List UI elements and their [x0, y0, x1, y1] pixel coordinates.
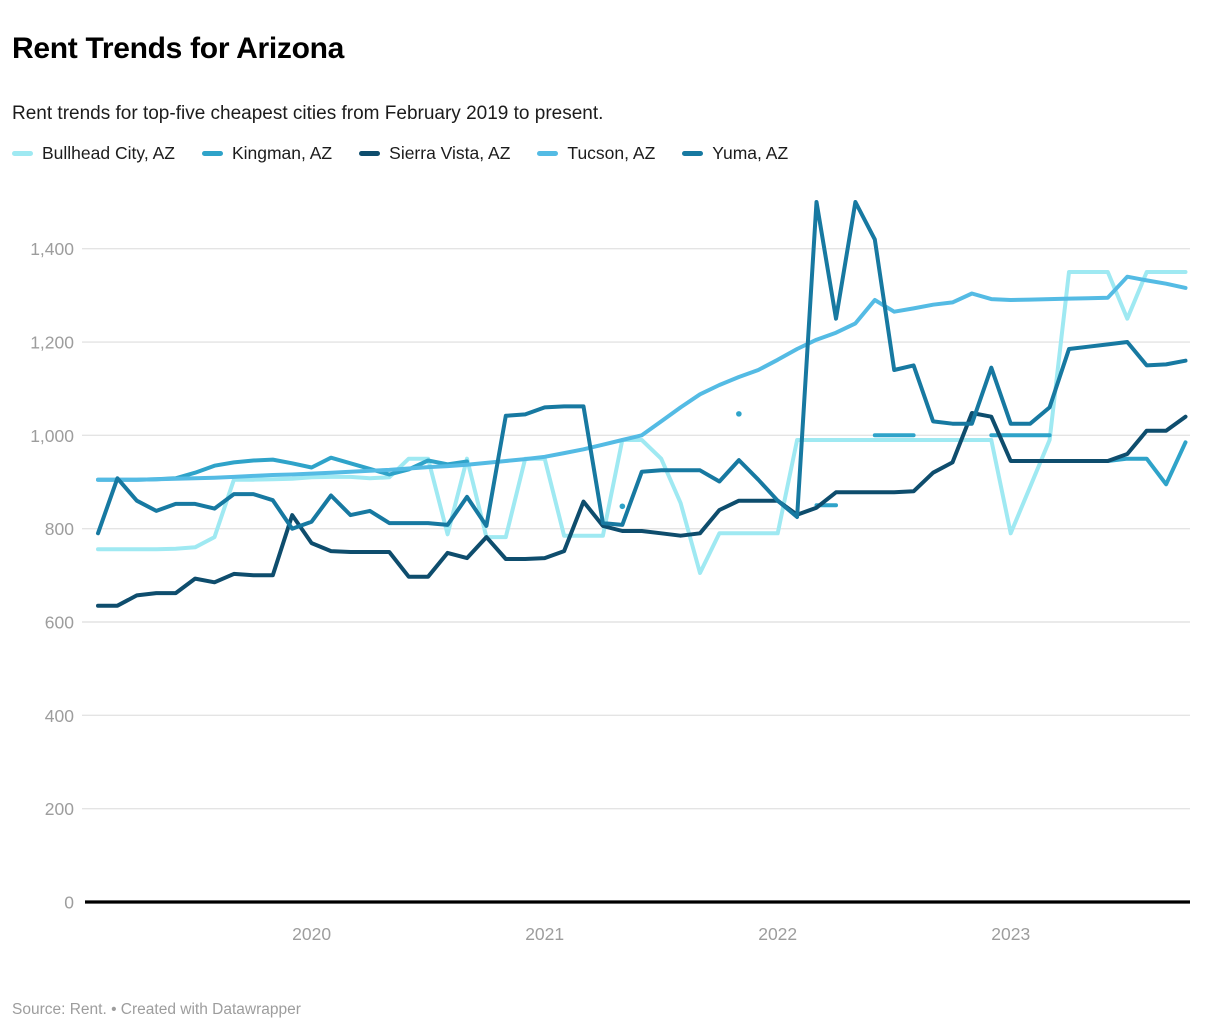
legend-swatch [537, 151, 559, 156]
x-axis-tick-label: 2022 [758, 924, 797, 944]
legend-item-label: Yuma, AZ [712, 143, 789, 163]
legend-item-label: Kingman, AZ [231, 143, 333, 163]
legend-swatch [359, 151, 381, 156]
legend-item-label: Bullhead City, AZ [42, 143, 175, 163]
x-axis-tick-label: 2020 [292, 924, 331, 944]
legend-swatch [201, 151, 223, 156]
x-axis-tick-label: 2023 [991, 924, 1030, 944]
legend-item-tucson-az: Tucson, AZ [537, 143, 655, 164]
legend: Bullhead City, AZ Kingman, AZ Sierra Vista… [12, 143, 788, 164]
legend-item-label: Sierra Vista, AZ [389, 143, 511, 163]
legend-item-kingman-az: Kingman, AZ [201, 143, 333, 164]
legend-item-label: Tucson, AZ [567, 143, 656, 163]
x-axis-tick-label: 2021 [525, 924, 564, 944]
legend-swatch [682, 151, 704, 156]
y-axis-tick-label: 400 [45, 706, 74, 726]
series-point-kingman-az [619, 503, 626, 510]
page-subtitle: Rent trends for top-five cheapest cities… [12, 103, 604, 124]
y-axis-tick-label: 600 [45, 613, 74, 633]
y-axis-tick-label: 1,000 [30, 426, 74, 446]
legend-swatch [12, 151, 33, 156]
legend-item-sierra-vista-az: Sierra Vista, AZ [359, 143, 510, 164]
y-axis-tick-label: 1,200 [30, 333, 74, 353]
y-axis-tick-label: 800 [45, 519, 74, 539]
y-axis-tick-label: 0 [64, 893, 74, 913]
series-line-sierra-vista-az [96, 411, 1188, 608]
legend-item-bullhead-city-az: Bullhead City, AZ [12, 143, 175, 164]
y-axis-tick-label: 1,400 [30, 239, 74, 259]
series-line-yuma-az [96, 200, 1188, 536]
series-line-bullhead-city-az [96, 270, 1188, 575]
series-line-kingman-az [1105, 440, 1188, 487]
series-point-kingman-az [736, 411, 742, 417]
source-note: Source: Rent. • Created with Datawrapper [12, 1000, 301, 1018]
page-title: Rent Trends for Arizona [12, 32, 345, 66]
series-line-tucson-az [96, 274, 1188, 482]
y-axis-tick-label: 200 [45, 799, 74, 819]
legend-item-yuma-az: Yuma, AZ [682, 143, 788, 164]
